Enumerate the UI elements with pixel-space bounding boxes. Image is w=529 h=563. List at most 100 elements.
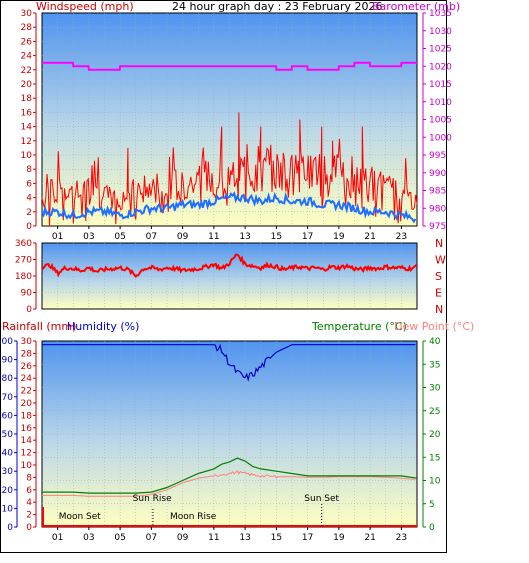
x-tick-label-05: 05 (114, 232, 125, 242)
chart-title: 24 hour graph day : 23 February 2026 (172, 0, 383, 13)
compass-label-S: S (435, 270, 442, 283)
x-tick-label-09: 09 (177, 533, 189, 543)
barometer-line (42, 61, 417, 71)
temperature-tick-label: 20 (429, 430, 441, 440)
barometer-y-axis: 975 980 985 990 995 1000 1005 1010 1015 1020 1025 1… (422, 9, 452, 232)
rainfall-tick-label: 14 (21, 436, 33, 446)
barometer-tick-label: 1035 (429, 9, 452, 19)
barometer-tick-label: 990 (429, 169, 446, 179)
temperature-tick-label: 25 (429, 407, 440, 417)
humidity-tick-label: 10 (2, 504, 14, 514)
x-tick-label-23: 23 (396, 232, 407, 242)
wind-tick-label: 6 (26, 179, 32, 189)
x-tick-label-07: 07 (146, 533, 157, 543)
x-tick-label-09: 09 (177, 232, 189, 242)
temperature-tick-label: 10 (429, 477, 441, 487)
barometer-tick-label: 1025 (429, 45, 452, 55)
annotation-moon-set: Moon Set (59, 512, 102, 522)
barometer-tick-label: 980 (429, 204, 446, 214)
x-tick-label-07: 07 (146, 232, 157, 242)
wind-tick-label: 4 (26, 194, 32, 204)
x-tick-label-03: 03 (83, 533, 94, 543)
humidity-line (42, 343, 416, 382)
x-tick-label-19: 19 (333, 232, 345, 242)
x-tick-label-01: 01 (52, 533, 63, 543)
x-tick-label-13: 13 (239, 232, 250, 242)
wind-tick-label: 24 (21, 52, 33, 62)
compass-label-N: N (435, 237, 443, 250)
humidity-tick-label: 60 (2, 411, 14, 421)
barometer-tick-label: 995 (429, 151, 446, 161)
x-tick-label-11: 11 (208, 232, 219, 242)
humidity-tick-label: 20 (2, 486, 14, 496)
barometer-tick-label: 1030 (429, 27, 452, 37)
temperature-tick-label: 40 (429, 337, 441, 347)
humidity-tick-label: 90 (2, 356, 14, 366)
dewpoint-line (42, 470, 416, 497)
barometer-tick-label: 1015 (429, 80, 452, 90)
direction-tick-label: 270 (15, 256, 32, 266)
annotation-moon-rise: Moon Rise (170, 512, 217, 522)
x-tick-label-13: 13 (239, 533, 250, 543)
rainfall-tick-label: 28 (21, 349, 33, 359)
temperature-x-axis: 01 03 05 07 09 11 13 15 17 19 21 23 (52, 527, 407, 543)
temperature-tick-label: 35 (429, 360, 440, 370)
rainfall-tick-label: 4 (26, 498, 32, 508)
rainfall-tick-label: 16 (21, 424, 33, 434)
outer-frame (0, 0, 447, 553)
temperature-line (42, 457, 418, 494)
wind-tick-label: 12 (21, 137, 32, 147)
temperature-tick-label: 15 (429, 453, 440, 463)
x-tick-label-11: 11 (208, 533, 219, 543)
barometer-tick-label: 1010 (429, 98, 452, 108)
wind-tick-label: 20 (21, 80, 33, 90)
wind-x-axis: 01 03 05 07 09 11 13 15 17 19 21 23 (52, 226, 407, 242)
rainfall-axis-title: Rainfall (mm) (2, 320, 76, 333)
barometer-tick-label: 985 (429, 187, 446, 197)
x-tick-label-05: 05 (114, 533, 125, 543)
temperature-panel-series (42, 343, 418, 527)
direction-tick-label: 0 (26, 305, 32, 315)
temperature-tick-label: 30 (429, 384, 441, 394)
rainfall-tick-label: 24 (21, 374, 33, 384)
rainfall-tick-label: 10 (21, 461, 33, 471)
humidity-tick-label: 0 (7, 523, 13, 533)
compass-label-E: E (435, 287, 442, 300)
windspeed-average-line (41, 191, 417, 224)
direction-panel-gridlines (42, 243, 417, 309)
humidity-tick-label: 70 (2, 393, 14, 403)
x-tick-label-15: 15 (271, 533, 282, 543)
x-tick-label-15: 15 (271, 232, 282, 242)
x-tick-label-17: 17 (302, 533, 313, 543)
wind-direction-line (41, 253, 418, 278)
rainfall-tick-label: 18 (21, 411, 33, 421)
wind-tick-label: 0 (26, 222, 32, 232)
compass-label-W: W (435, 254, 446, 267)
temperature-panel-gridlines (42, 341, 417, 527)
rainfall-tick-label: 26 (21, 362, 33, 372)
wind-tick-label: 2 (26, 208, 32, 218)
temperature-axis-title: Temperature (°C) (311, 320, 407, 333)
wind-tick-label: 14 (21, 123, 33, 133)
barometer-tick-label: 1020 (429, 62, 452, 72)
x-tick-label-19: 19 (333, 533, 345, 543)
humidity-tick-label: 100 (0, 337, 13, 347)
rainfall-tick-label: 30 (21, 337, 33, 347)
humidity-tick-label: 80 (2, 374, 14, 384)
rainfall-tick-label: 6 (26, 486, 32, 496)
temperature-tick-label: 5 (429, 500, 435, 510)
x-tick-label-21: 21 (364, 533, 375, 543)
humidity-tick-label: 40 (2, 449, 14, 459)
wind-tick-label: 30 (21, 9, 33, 19)
wind-panel-series (41, 61, 418, 227)
temperature-tick-label: 0 (429, 523, 435, 533)
x-tick-label-17: 17 (302, 232, 313, 242)
astro-annotations: Moon Set Sun Rise Moon Rise Sun Set (59, 494, 340, 527)
temperature-y-axis: 0 5 10 15 20 25 30 35 40 (422, 337, 441, 533)
humidity-axis-title: Humidity (%) (67, 320, 139, 333)
wind-tick-label: 28 (21, 23, 33, 33)
wind-tick-label: 16 (21, 108, 33, 118)
humidity-tick-label: 30 (2, 467, 14, 477)
